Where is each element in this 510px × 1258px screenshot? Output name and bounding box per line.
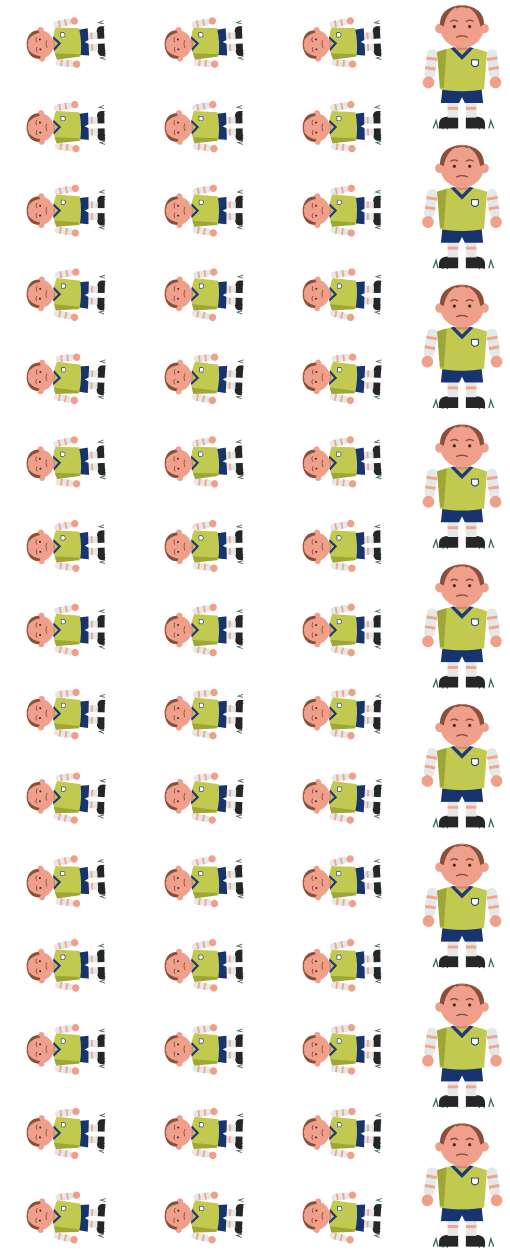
sprite-frame <box>26 353 106 405</box>
sprite-frame <box>164 603 244 657</box>
sprite-frame <box>164 519 244 572</box>
sprite-frame <box>26 436 106 488</box>
sprite-frame <box>302 938 382 992</box>
sprite-frame <box>422 424 502 549</box>
sprite-frame <box>302 436 382 488</box>
sprite-frame <box>164 938 244 992</box>
sprite-frame <box>164 1107 244 1160</box>
sprite-frame <box>422 843 502 969</box>
column-3 <box>302 17 382 1244</box>
sprite-frame <box>302 603 382 657</box>
sprite-frame <box>302 1191 382 1244</box>
sprite-frame <box>164 17 244 68</box>
sprite-frame <box>302 268 382 322</box>
sprite-frame <box>26 519 106 572</box>
sprite-frame <box>164 772 244 824</box>
sprite-frame <box>302 17 382 68</box>
sprite-frame <box>26 603 106 657</box>
sprite-frame <box>26 688 106 740</box>
sprite-frame <box>164 855 244 908</box>
sprite-frame <box>302 855 382 908</box>
sprite-frame <box>302 1107 382 1160</box>
sprite-frame <box>302 184 382 237</box>
sprite-frame <box>302 100 382 153</box>
sprite-frame <box>421 703 503 829</box>
sprite-frame <box>26 268 106 322</box>
column-1 <box>26 17 106 1244</box>
sprite-frame <box>164 436 244 488</box>
column-2 <box>164 17 244 1244</box>
sprite-frame <box>164 688 244 740</box>
sprite-frame <box>421 1123 503 1248</box>
sprite-frame <box>164 268 244 322</box>
sprite-frame <box>164 1191 244 1244</box>
sprite-frame <box>164 353 244 405</box>
sprite-frame <box>422 983 502 1109</box>
sprite-frame <box>302 353 382 405</box>
sprite-frame <box>302 1023 382 1075</box>
sprite-frame <box>26 1023 106 1075</box>
sprite-frame <box>26 1191 106 1244</box>
column-4 <box>421 4 503 1248</box>
sprite-frame <box>26 855 106 908</box>
sprite-frame <box>164 184 244 237</box>
sprite-frame <box>26 1107 106 1160</box>
sprite-frame <box>164 100 244 153</box>
sprite-frame <box>422 564 502 689</box>
sprite-frame <box>302 772 382 824</box>
sprite-frame <box>164 1023 244 1075</box>
sprite-frame <box>302 519 382 572</box>
sprite-frame <box>26 184 106 237</box>
sprite-frame <box>302 688 382 740</box>
sprite-frame <box>422 4 502 130</box>
sprite-frame <box>26 100 106 153</box>
sprite-frame <box>26 938 106 992</box>
sprite-frame <box>421 284 503 410</box>
sprite-frame <box>422 144 502 270</box>
sprite-frame <box>26 17 106 68</box>
sprite-frame <box>26 772 106 824</box>
